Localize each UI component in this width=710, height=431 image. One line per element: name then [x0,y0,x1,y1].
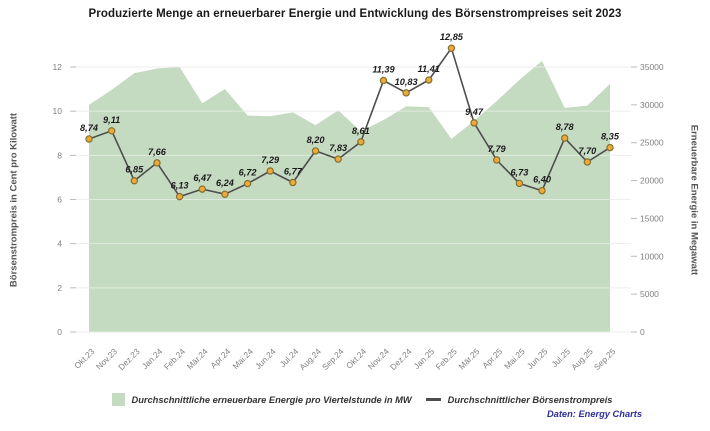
price-data-label: 10,83 [395,77,418,87]
price-data-label: 8,74 [80,123,98,133]
x-tick-label: Jan.24 [140,346,165,371]
line-legend-dash-icon [425,398,441,401]
price-data-label: 6,47 [193,173,212,183]
x-tick-label: Mär.24 [185,346,210,371]
right-tick-label: 0 [640,327,645,337]
line-legend-label: Durchschnittlicher Börsenstrompreis [447,394,613,405]
price-marker [515,179,524,188]
price-marker [221,190,229,198]
price-data-label: 12,85 [440,32,464,42]
price-data-label: 6,13 [171,181,189,191]
left-tick-label: 6 [57,195,62,205]
price-data-label: 6,40 [533,175,552,185]
x-tick-label: Apr.25 [480,346,504,370]
price-marker [198,185,206,193]
price-data-label: 6,73 [510,167,528,177]
price-marker [583,158,592,166]
price-marker [425,76,433,84]
area-legend-swatch-icon [111,393,125,406]
x-tick-label: Jun.25 [525,346,550,371]
x-tick-label: Nov.23 [94,346,119,371]
price-marker [85,135,93,143]
price-data-label: 6,77 [284,166,303,176]
price-marker [153,159,161,167]
data-source-attribution: Daten: Energy Charts [546,409,642,419]
left-axis-title: Börsenstrompreis in Cent pro Kilowatt [8,112,20,288]
price-data-label: 11,41 [418,64,440,74]
price-data-label: 6,24 [216,178,234,188]
right-tick-label: 5000 [640,289,659,299]
x-tick-label: Jan.25 [412,346,437,371]
price-marker [107,127,116,135]
right-axis-title: Erneuerbare Energie in Megawatt [688,124,700,276]
left-tick-label: 4 [57,239,62,249]
price-data-label: 8,78 [556,122,575,132]
right-tick-label: 25000 [640,138,664,148]
right-tick-label: 30000 [640,100,664,110]
price-data-label: 9,11 [103,115,120,125]
price-marker [311,147,320,155]
right-tick-label: 10000 [640,251,664,261]
price-marker [470,119,478,127]
price-marker [334,155,342,163]
price-marker [130,177,139,185]
x-tick-label: Apr.24 [208,346,232,370]
x-tick-label: Dez.23 [116,346,142,372]
price-marker [538,186,546,195]
price-data-label: 8,20 [307,135,326,145]
price-data-label: 9,47 [465,107,484,117]
x-tick-label: Jun.24 [253,346,278,371]
price-marker [447,44,456,52]
x-tick-label: Aug.25 [569,346,595,372]
left-tick-label: 8 [57,150,62,160]
price-data-label: 11,39 [372,64,395,74]
x-tick-label: Feb.25 [434,346,460,372]
price-data-label: 7,29 [261,155,280,165]
right-tick-label: 35000 [640,62,664,72]
chart-legend: Durchschnittliche erneuerbare Energie pr… [0,393,710,406]
price-marker [379,76,388,85]
left-tick-label: 0 [57,327,62,337]
energy-area [89,60,610,333]
price-data-label: 7,83 [329,143,347,153]
x-tick-label: Mai.24 [230,346,255,371]
price-data-label: 6,72 [239,168,258,178]
price-marker [289,178,297,187]
price-data-label: 7,70 [578,146,597,156]
price-marker [175,192,184,201]
left-tick-label: 10 [53,106,63,116]
x-tick-label: Sep.25 [592,346,618,372]
price-data-label: 8,35 [601,132,620,142]
price-marker [560,134,569,142]
chart-title: Produzierte Menge an erneuerbarer Energi… [88,8,622,20]
x-tick-label: Mai.25 [502,346,527,371]
x-tick-label: Mär.25 [456,346,481,371]
price-marker [493,156,501,164]
price-data-label: 7,79 [488,144,507,154]
x-tick-label: Dez.24 [388,346,414,372]
x-tick-label: Okt.24 [344,346,369,371]
left-tick-label: 2 [57,283,62,293]
x-tick-label: Sep.24 [320,346,346,372]
right-tick-label: 20000 [640,176,664,186]
price-data-label: 6,85 [125,165,144,175]
left-tick-label: 12 [53,62,63,72]
price-marker [243,179,252,188]
price-marker [402,89,410,97]
price-marker [266,167,274,175]
price-data-label: 7,66 [148,147,167,157]
x-tick-label: Aug.24 [297,346,323,372]
x-tick-label: Feb.24 [162,346,188,372]
area-legend-label: Durchschnittliche erneuerbare Energie pr… [131,394,412,405]
right-tick-label: 15000 [640,213,664,223]
x-tick-label: Okt.23 [72,346,97,371]
price-marker [606,143,614,152]
price-marker [357,138,365,146]
price-data-label: 8,61 [352,126,370,136]
x-tick-label: Nov.24 [366,346,391,371]
price-line [88,47,611,198]
